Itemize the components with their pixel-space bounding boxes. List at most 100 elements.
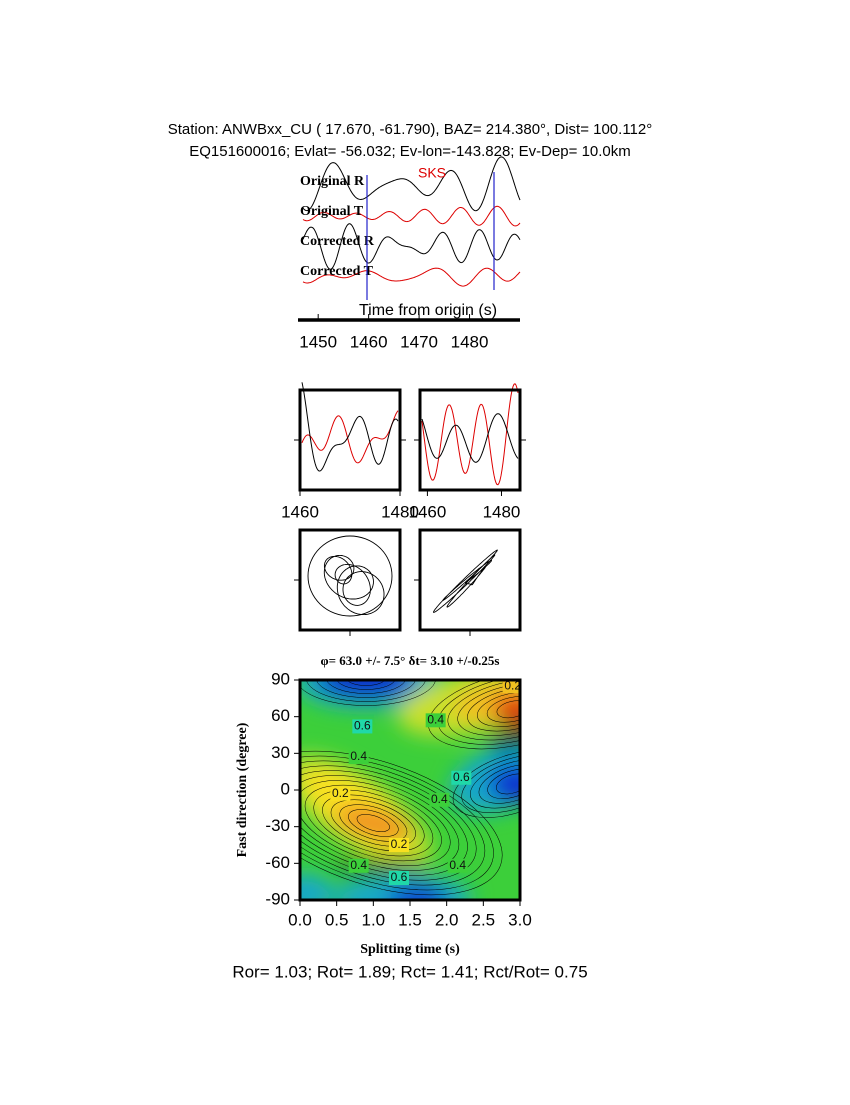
contour-label: 0.2 <box>504 678 521 692</box>
contour-label: 0.4 <box>431 792 448 806</box>
contour-label: 0.4 <box>350 858 367 872</box>
contour-label-bg <box>352 719 373 734</box>
particle-motion <box>307 535 393 617</box>
x-axis-label: Time from origin (s) <box>359 302 497 319</box>
contour-line <box>304 784 442 862</box>
contour-line <box>478 764 520 804</box>
x-tick-label: 1480 <box>483 502 521 521</box>
contour-region <box>300 873 334 900</box>
contour-label-bg <box>451 770 472 785</box>
waveform-trace <box>301 382 399 472</box>
contour-region <box>387 886 448 900</box>
trace-label: Original T <box>300 204 364 219</box>
contour-line <box>477 691 520 727</box>
contour-label-bg <box>447 858 468 873</box>
chart-title: φ= 63.0 +/- 7.5° δt= 3.10 +/-0.25s <box>321 653 500 668</box>
trace-label: Corrected T <box>300 264 374 279</box>
contour-label: 0.2 <box>332 786 349 800</box>
contour-line <box>339 804 408 842</box>
waveform-trace <box>302 267 521 287</box>
waveform-trace <box>421 383 519 486</box>
contour-label: 0.4 <box>350 749 367 763</box>
contour-line <box>330 799 416 847</box>
x-tick-label: 1480 <box>381 502 419 521</box>
x-tick-label: 1460 <box>281 502 319 521</box>
header-line: EQ151600016; Evlat= -56.032; Ev-lon=-143… <box>189 143 631 160</box>
trace-label: Corrected R <box>300 234 375 249</box>
y-tick-label: 90 <box>271 669 290 688</box>
contour-label-bg <box>502 680 520 694</box>
contour-line <box>300 750 503 896</box>
contour-label-bg <box>429 792 450 807</box>
contour-label: 0.2 <box>391 837 408 851</box>
contour-label: 0.6 <box>391 870 408 884</box>
contour-line <box>348 809 399 837</box>
x-axis-label: Splitting time (s) <box>360 942 460 957</box>
contour-line <box>326 680 406 694</box>
x-tick-label: 1480 <box>451 332 489 351</box>
particle-path <box>307 535 393 617</box>
x-tick-label: 2.5 <box>472 910 496 929</box>
waveform-trace <box>421 413 519 463</box>
waveform-trace <box>302 205 521 227</box>
contour-line <box>356 814 390 832</box>
contour-label: 0.6 <box>354 719 371 733</box>
contour-label-bg <box>389 838 409 852</box>
x-tick-label: 0.5 <box>325 910 349 929</box>
y-tick-label: -30 <box>265 816 290 835</box>
waveform-trace <box>302 223 521 270</box>
contour-line <box>313 789 434 857</box>
contour-line <box>487 768 520 799</box>
x-tick-label: 0.0 <box>288 910 312 929</box>
contour-line <box>300 760 486 886</box>
contour-label: 0.4 <box>449 858 466 872</box>
x-tick-label: 2.0 <box>435 910 459 929</box>
contour-region <box>492 693 520 726</box>
contour-line <box>346 680 386 686</box>
x-tick-label: 1450 <box>299 332 337 351</box>
contour-line <box>452 750 520 818</box>
contour-line <box>300 755 494 891</box>
contour-line <box>496 700 520 719</box>
contour-region <box>488 763 520 804</box>
contour-line <box>306 680 426 702</box>
y-tick-label: 30 <box>271 743 290 762</box>
panel-frame <box>298 388 402 492</box>
contour-label-bg <box>348 750 369 764</box>
contour-line <box>496 773 520 795</box>
contour-line <box>322 794 425 852</box>
contour-label-bg <box>389 871 409 885</box>
contour-map: 0.2 0.2 0.2 0.6 0.4 0.4 0.6 0.4 0.4 0.4 0.6 <box>300 678 521 900</box>
trace-label: Original R <box>300 174 365 189</box>
particle-motion <box>433 549 498 613</box>
x-tick-label: 1460 <box>408 502 446 521</box>
x-tick-label: 1470 <box>400 332 438 351</box>
y-tick-label: -90 <box>265 889 290 908</box>
y-axis-label: Fast direction (degree) <box>235 722 250 857</box>
contour-line <box>300 780 451 866</box>
particle-path <box>433 549 498 613</box>
contour-line <box>486 696 520 723</box>
contour-line <box>461 754 520 814</box>
y-tick-label: 0 <box>281 779 290 798</box>
x-tick-label: 1.0 <box>362 910 386 929</box>
contour-line <box>316 680 416 698</box>
x-tick-label: 3.0 <box>508 910 532 929</box>
contour-label: 0.4 <box>427 713 444 727</box>
waveform-trace <box>302 156 521 212</box>
particle-path <box>323 554 385 616</box>
panel-frame <box>418 528 522 632</box>
contour-line <box>300 680 436 706</box>
contour-region <box>334 805 413 841</box>
y-tick-label: 60 <box>271 706 290 725</box>
phase-label: SKS <box>418 165 446 181</box>
contour-label-bg <box>330 786 351 801</box>
x-tick-label: 1.5 <box>398 910 422 929</box>
contour-label-bg <box>348 858 369 873</box>
x-tick-label: 1460 <box>350 332 388 351</box>
contour-label: 0.6 <box>453 770 470 784</box>
contour-line <box>336 680 396 690</box>
contour-label-bg <box>425 713 446 728</box>
